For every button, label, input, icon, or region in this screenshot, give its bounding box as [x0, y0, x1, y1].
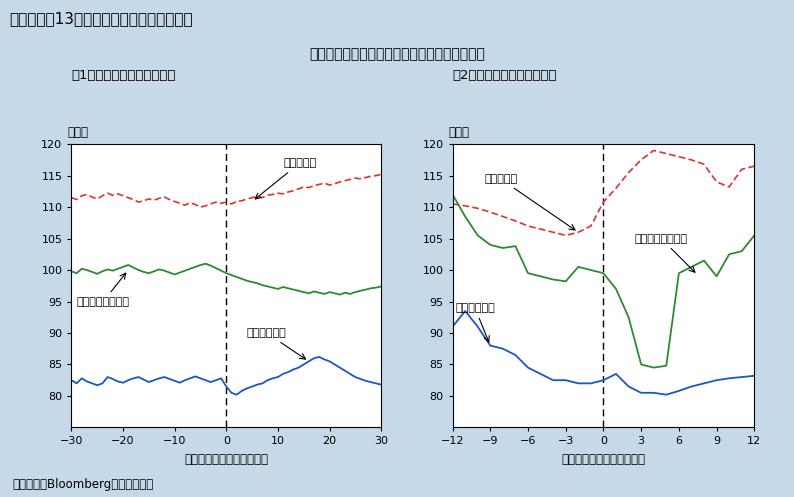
Text: （円）: （円）: [67, 126, 88, 139]
Text: 阪神・淡路大震災: 阪神・淡路大震災: [635, 234, 695, 272]
Text: 東日本大震災: 東日本大震災: [247, 328, 306, 359]
Text: 東日本大震災: 東日本大震災: [455, 303, 495, 342]
Text: 第１－２－13図　災害発生前後の為替動向: 第１－２－13図 災害発生前後の為替動向: [10, 11, 193, 26]
Text: カトリーナ: カトリーナ: [484, 174, 575, 230]
Text: （災害発生からの経過月）: （災害発生からの経過月）: [561, 453, 646, 466]
Text: 為替レートは一時的に円高に振れた後、安定化: 為替レートは一時的に円高に振れた後、安定化: [309, 48, 485, 62]
Text: カトリーナ: カトリーナ: [255, 158, 316, 199]
Text: （2）円ドルレート（月次）: （2）円ドルレート（月次）: [453, 69, 557, 82]
Text: （備考）　Bloombergにより作成。: （備考） Bloombergにより作成。: [12, 478, 153, 491]
Text: （円）: （円）: [449, 126, 469, 139]
Text: （1）円ドルレート（日次）: （1）円ドルレート（日次）: [71, 69, 176, 82]
Text: （災害発生からの経過日）: （災害発生からの経過日）: [184, 453, 268, 466]
Text: 阪神・淡路大震災: 阪神・淡路大震災: [76, 273, 129, 307]
